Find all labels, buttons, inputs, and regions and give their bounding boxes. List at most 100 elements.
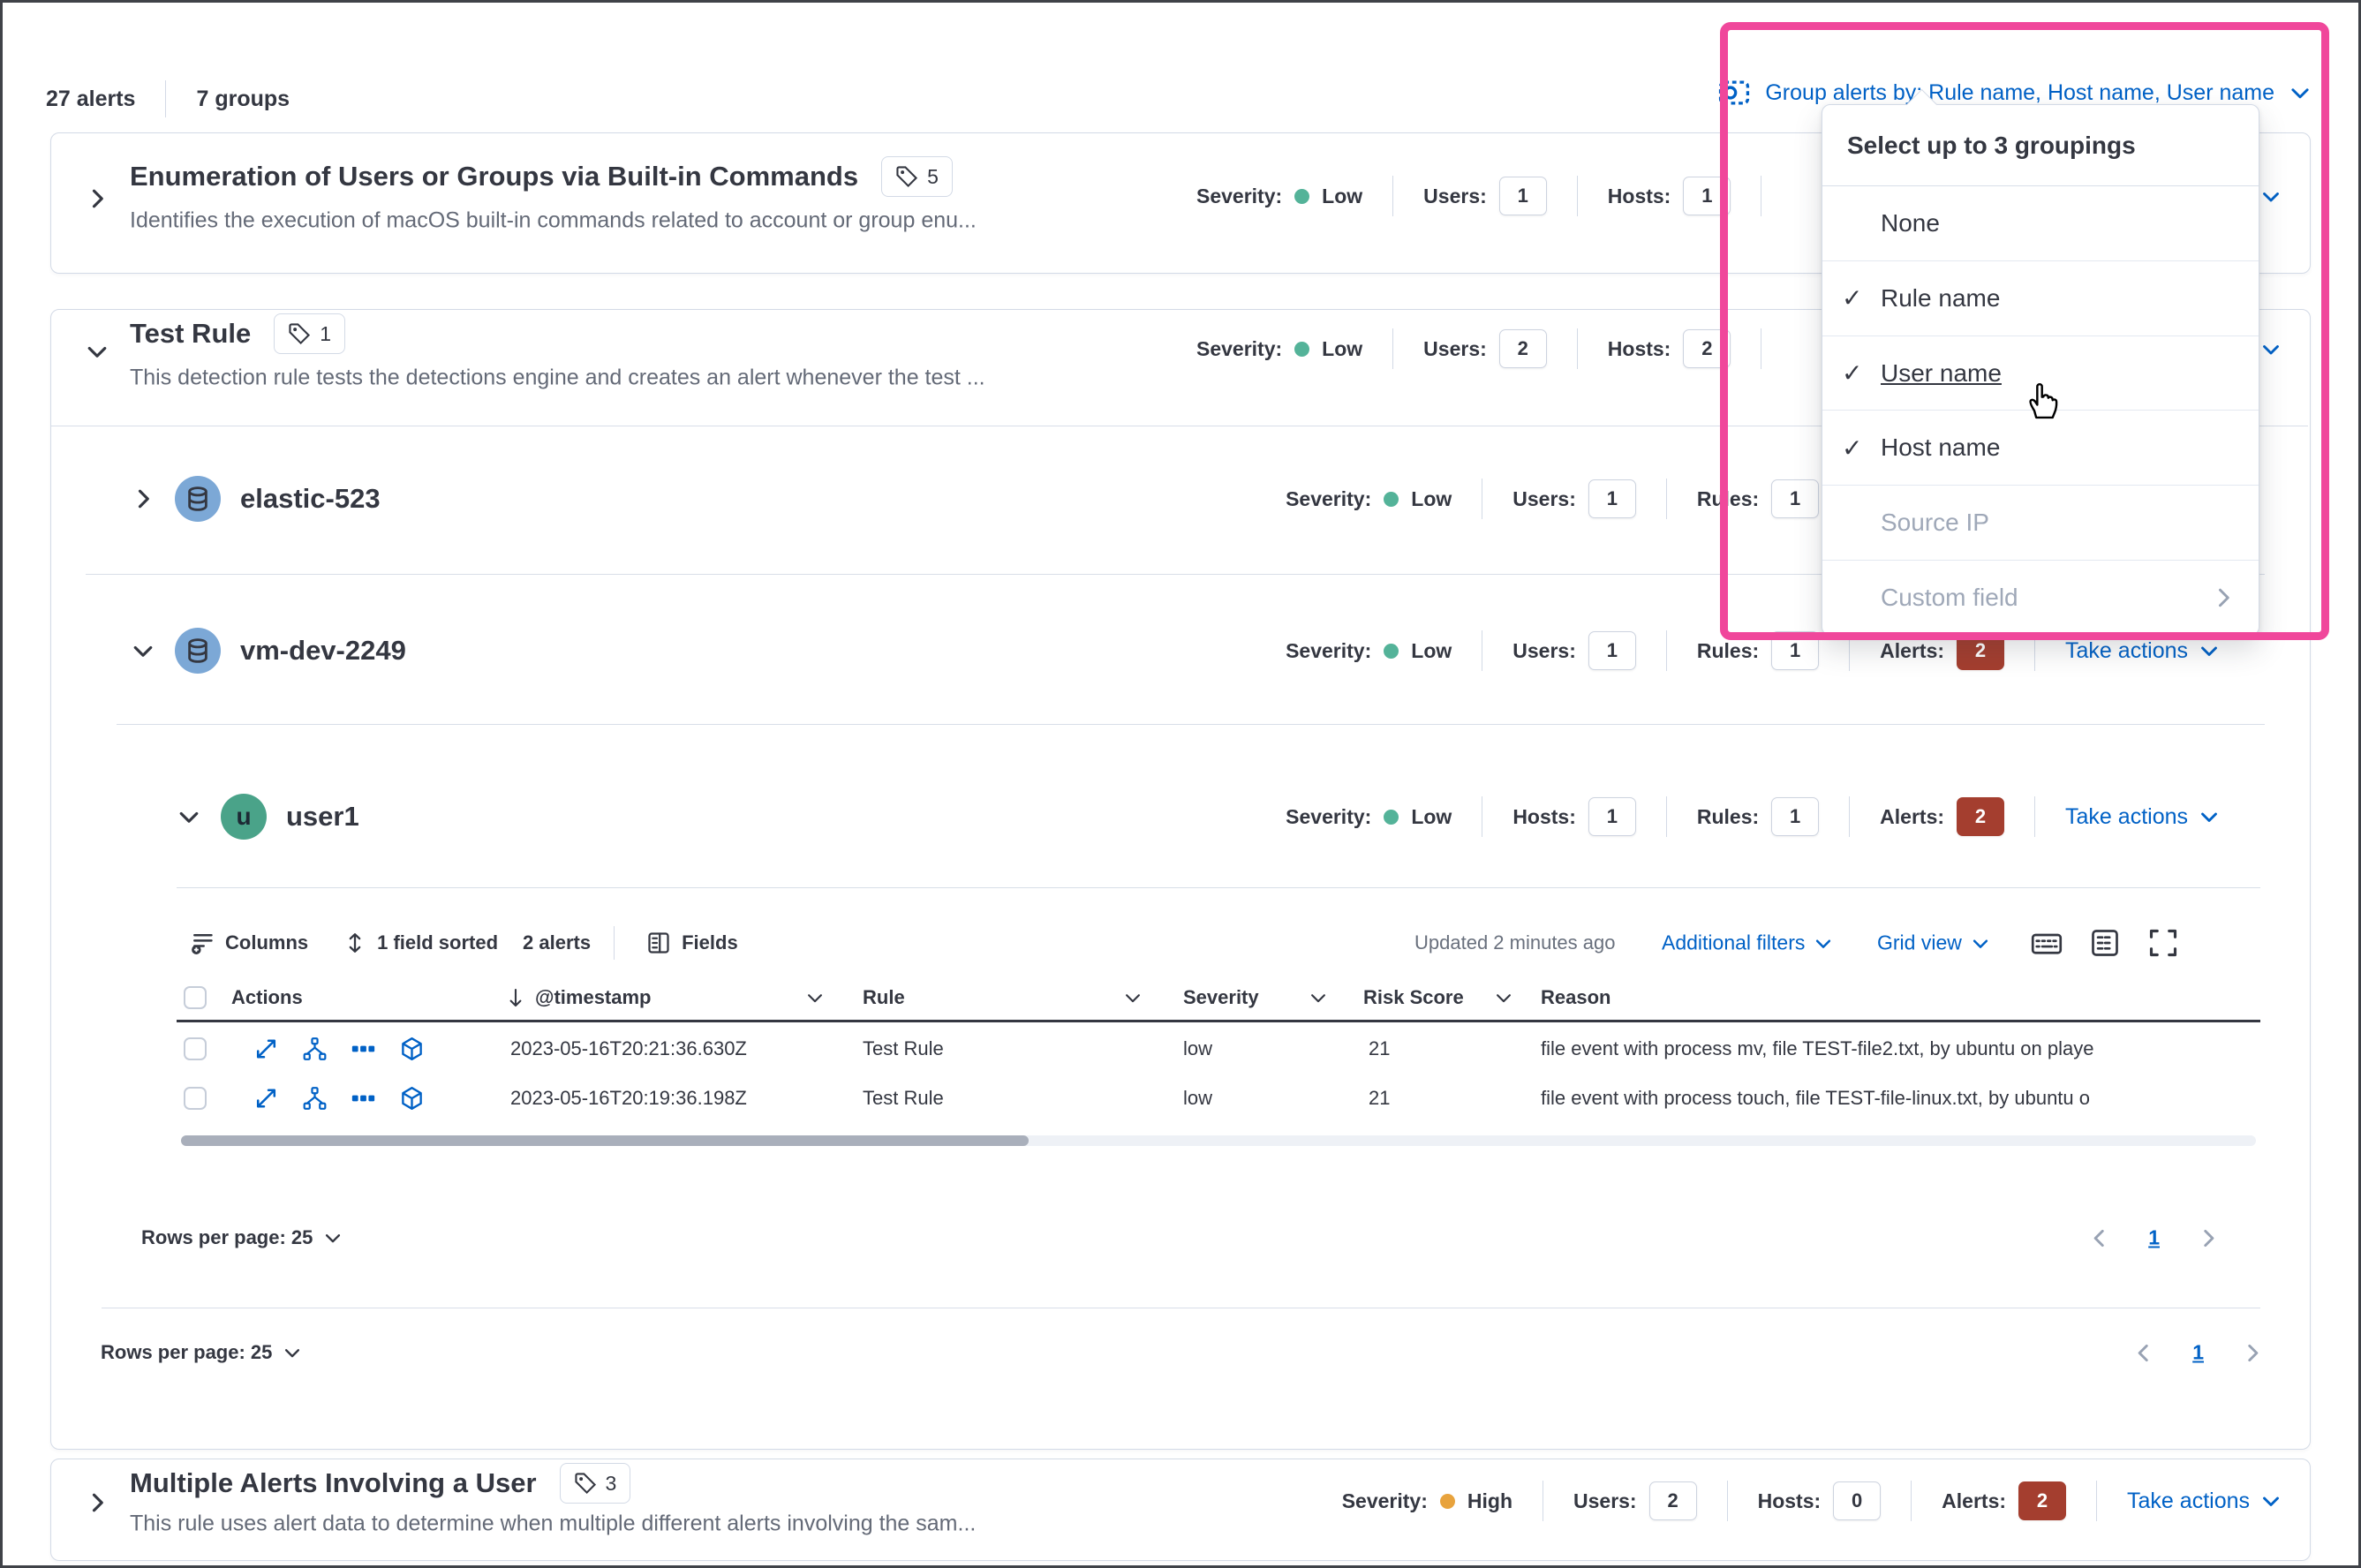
menu-item-none[interactable]: None [1822,186,2259,261]
risk-score-column-menu[interactable] [1494,988,1513,1007]
expand-alert-icon[interactable] [254,1087,278,1111]
tag-count-badge: 1 [274,313,346,354]
group-by-label[interactable]: Group alerts by: Rule name, Host name, U… [1765,79,2274,105]
expand-alert-icon[interactable] [254,1037,278,1061]
rows-per-page-button[interactable]: Rows per page: 25 [141,1226,343,1249]
fullscreen-button[interactable] [2147,927,2179,959]
menu-item-rule-name[interactable]: ✓ Rule name [1822,261,2259,336]
group-pagination: 1 [2132,1341,2264,1365]
collapse-host-button[interactable] [131,638,155,663]
more-actions-icon[interactable] [351,1087,375,1111]
divider [1849,630,1851,671]
next-page-button[interactable] [2241,1341,2264,1364]
row-checkbox[interactable] [184,1037,207,1060]
columns-button[interactable]: Columns [190,931,308,955]
collapse-user-button[interactable] [177,804,201,829]
column-header-rule[interactable]: Rule [863,986,905,1008]
rule-column-menu[interactable] [1123,988,1143,1007]
group-by-icon [1717,76,1751,109]
horizontal-scrollbar-thumb[interactable] [181,1135,1029,1146]
menu-item-host-name[interactable]: ✓ Host name [1822,411,2259,486]
timestamp-cell: 2023-05-16T20:21:36.630Z [510,1037,747,1059]
previous-page-button[interactable] [2132,1341,2155,1364]
keyboard-shortcuts-button[interactable] [2031,927,2063,959]
mouse-cursor-hand [2020,375,2066,421]
expand-host-button[interactable] [131,486,155,511]
multiple-alerts-description-row: This rule uses alert data to determine w… [130,1511,976,1537]
multiple-alerts-meta: Severity: High Users: 2 Hosts: 0 Alerts:… [1342,1481,2282,1521]
hosts-count-badge: 0 [1833,1481,1882,1520]
grid-view-button[interactable]: Grid view [1877,931,1990,955]
tag-count-badge: 3 [559,1463,631,1504]
alerts-metric: Alerts: 2 [1880,797,2005,836]
divider [86,574,2265,575]
hosts-count-badge: 2 [1683,329,1731,368]
collapse-test-rule-button[interactable] [85,339,109,364]
select-all-checkbox[interactable] [184,986,207,1009]
row-checkbox[interactable] [184,1087,207,1110]
session-view-icon[interactable] [400,1087,424,1111]
chevron-down-icon [2201,646,2217,656]
expand-enumeration-button[interactable] [85,186,109,211]
divider [1392,328,1394,369]
take-actions-button[interactable]: Take actions [2065,638,2220,664]
column-header-severity[interactable]: Severity [1183,986,1259,1008]
display-options-button[interactable] [2089,927,2121,959]
severity-high-dot [1439,1493,1455,1509]
divider [2096,1481,2098,1521]
reason-cell: file event with process mv, file TEST-fi… [1541,1037,2094,1059]
groups-count: 7 groups [196,86,290,111]
column-header-timestamp[interactable]: @timestamp [505,986,651,1009]
menu-item-source-ip: Source IP [1822,486,2259,562]
users-metric: Users: 2 [1423,329,1547,368]
severity-metric: Severity: Low [1196,336,1363,360]
rules-count-badge: 1 [1771,797,1820,836]
more-actions-icon[interactable] [351,1037,375,1061]
grid-toolbar-left: Columns 1 field sorted 2 alerts Fields [190,926,738,960]
chevron-down-icon [179,811,199,823]
menu-item-user-name[interactable]: ✓ User name [1822,336,2259,411]
fields-icon [648,932,669,954]
chevron-down-icon [1816,939,1831,948]
page-number[interactable]: 1 [2192,1340,2204,1364]
fullscreen-icon [2149,929,2177,957]
rule-link[interactable]: Test Rule [863,1087,944,1109]
expand-multiple-alerts-button[interactable] [85,1490,109,1515]
tag-count: 1 [320,321,332,345]
rule-description: This detection rule tests the detections… [130,365,985,390]
tag-count: 5 [927,164,939,188]
alerts-summary-bar: 27 alerts 7 groups [46,80,290,117]
analyze-event-icon[interactable] [303,1037,327,1061]
users-count-badge: 1 [1588,479,1636,518]
group-alerts-by-control[interactable]: Group alerts by: Rule name, Host name, U… [1717,76,2312,109]
divider [1392,176,1394,216]
take-actions-button[interactable]: Take actions [2065,804,2220,830]
page-number[interactable]: 1 [2148,1225,2160,1249]
rule-link[interactable]: Test Rule [863,1037,944,1059]
database-icon [188,486,207,511]
session-view-icon[interactable] [400,1037,424,1061]
alert-count-label: 2 alerts [523,931,592,954]
header-divider [177,1020,2260,1022]
next-page-button[interactable] [2197,1226,2220,1249]
fields-button[interactable]: Fields [646,931,738,955]
users-count-badge: 2 [1648,1481,1697,1520]
severity-column-menu[interactable] [1309,988,1328,1007]
additional-filters-button[interactable]: Additional filters [1662,931,1833,955]
timestamp-column-menu[interactable] [805,988,825,1007]
sort-fields-button[interactable]: 1 field sorted [343,931,498,954]
test-rule-meta: Severity: Low Users: 2 Hosts: 2 [1196,328,1762,369]
take-actions-button[interactable]: Take actions [2127,1489,2282,1514]
severity-low-dot [1294,188,1310,204]
alerts-metric: Alerts: 2 [1942,1481,2067,1520]
rule-title: Test Rule [130,318,252,349]
analyze-event-icon[interactable] [303,1087,327,1111]
rows-per-page-button[interactable]: Rows per page: 25 [101,1341,302,1364]
previous-page-button[interactable] [2088,1226,2111,1249]
column-header-risk-score[interactable]: Risk Score [1363,986,1464,1008]
divider [1911,1481,1912,1521]
row-density-icon [2092,930,2118,956]
rules-count-badge: 1 [1771,631,1820,670]
rules-metric: Rules: 1 [1697,479,1820,518]
